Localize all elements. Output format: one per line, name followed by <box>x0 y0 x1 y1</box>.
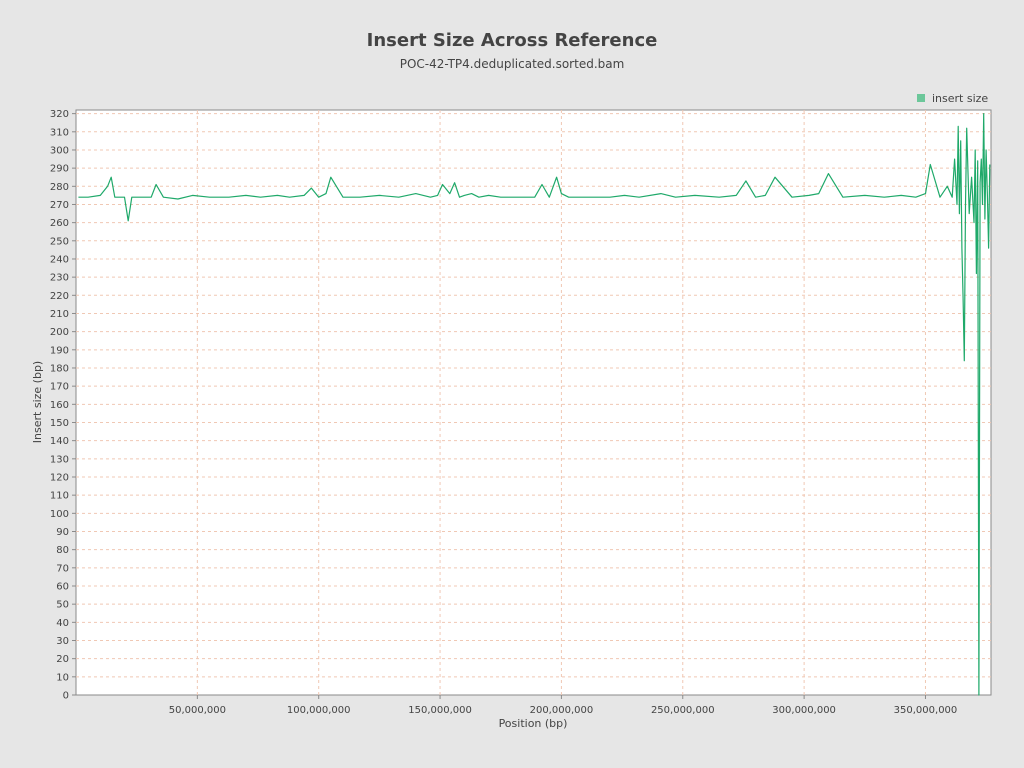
y-tick-label: 180 <box>50 363 69 374</box>
x-tick-label: 150,000,000 <box>408 705 472 716</box>
y-tick-label: 300 <box>50 145 69 156</box>
y-tick-label: 10 <box>56 672 69 683</box>
legend: insert size <box>917 92 988 105</box>
series-layer <box>78 112 991 696</box>
x-tick-label: 100,000,000 <box>287 705 351 716</box>
y-tick-label: 20 <box>56 654 69 665</box>
y-axis-label: Insert size (bp) <box>31 361 44 443</box>
y-tick-label: 70 <box>56 563 69 574</box>
x-tick-label: 200,000,000 <box>530 705 594 716</box>
x-tick-label: 300,000,000 <box>772 705 836 716</box>
series-line-insert-size <box>78 112 991 696</box>
y-tick-label: 310 <box>50 127 69 138</box>
x-tick-label: 350,000,000 <box>894 705 958 716</box>
y-tick-label: 290 <box>50 164 69 175</box>
y-tick-label: 60 <box>56 581 69 592</box>
y-tick-label: 160 <box>50 400 69 411</box>
y-tick-label: 100 <box>50 509 69 520</box>
y-tick-label: 110 <box>50 491 69 502</box>
y-tick-label: 240 <box>50 254 69 265</box>
y-tick-label: 210 <box>50 309 69 320</box>
grid-layer <box>76 110 991 695</box>
y-axis: 0 10 20 30 40 50 60 70 80 90 100 110 120 130 140 150 160… <box>50 109 76 702</box>
y-tick-label: 190 <box>50 345 69 356</box>
y-tick-label: 320 <box>50 109 69 120</box>
y-tick-label: 280 <box>50 182 69 193</box>
legend-label: insert size <box>932 92 988 105</box>
y-tick-label: 200 <box>50 327 69 338</box>
y-tick-label: 80 <box>56 545 69 556</box>
y-tick-label: 260 <box>50 218 69 229</box>
y-tick-label: 250 <box>50 236 69 247</box>
x-tick-label: 250,000,000 <box>651 705 715 716</box>
y-tick-label: 230 <box>50 273 69 284</box>
y-tick-label: 220 <box>50 291 69 302</box>
x-tick-label: 50,000,000 <box>169 705 226 716</box>
plot-area <box>75 109 992 696</box>
x-axis: 50,000,000 100,000,000 150,000,000 200,000,… <box>169 695 958 716</box>
y-tick-label: 140 <box>50 436 69 447</box>
y-tick-label: 130 <box>50 454 69 465</box>
y-tick-label: 90 <box>56 527 69 538</box>
y-tick-label: 270 <box>50 200 69 211</box>
legend-swatch <box>917 94 925 102</box>
y-tick-label: 0 <box>63 691 69 702</box>
chart-subtitle: POC-42-TP4.deduplicated.sorted.bam <box>399 57 625 71</box>
y-tick-label: 50 <box>56 600 69 611</box>
y-tick-label: 170 <box>50 382 69 393</box>
y-tick-label: 150 <box>50 418 69 429</box>
y-tick-label: 40 <box>56 618 69 629</box>
y-tick-label: 30 <box>56 636 69 647</box>
x-axis-label: Position (bp) <box>499 717 568 730</box>
y-tick-label: 120 <box>50 472 69 483</box>
chart-title: Insert Size Across Reference <box>366 30 658 51</box>
